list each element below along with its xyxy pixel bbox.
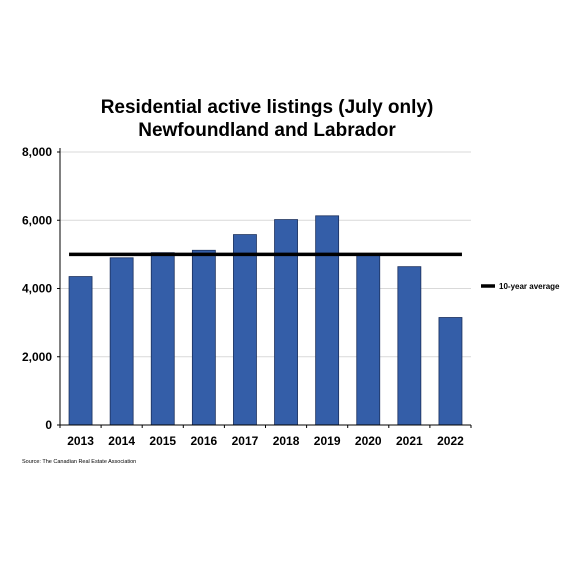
bar-2016 — [191, 249, 216, 426]
bar-2019 — [315, 215, 340, 426]
x-tick-label: 2015 — [149, 434, 176, 448]
axes — [57, 148, 472, 428]
bar-2017 — [233, 234, 257, 426]
x-tick-label: 2019 — [314, 434, 341, 448]
y-tick-labels: 0 2,000 4,000 6,000 8,000 — [22, 145, 52, 432]
legend-label-average: 10-year average — [499, 282, 560, 291]
x-tick-label: 2022 — [437, 434, 464, 448]
source-note: Source: The Canadian Real Estate Associa… — [22, 459, 136, 465]
x-tick-label: 2020 — [355, 434, 382, 448]
y-tick-label: 6,000 — [22, 213, 52, 227]
bar-2020 — [356, 254, 381, 426]
y-tick-label: 4,000 — [22, 282, 52, 296]
x-tick-label: 2013 — [67, 434, 94, 448]
bar-2015 — [150, 252, 175, 426]
bars — [68, 215, 463, 426]
legend: 10-year average — [481, 282, 560, 291]
bar-2018 — [274, 219, 298, 426]
y-tick-label: 8,000 — [22, 145, 52, 159]
x-tick-label: 2014 — [108, 434, 135, 448]
chart-subtitle: Newfoundland and Labrador — [138, 120, 396, 141]
bar-2021 — [397, 266, 422, 426]
bar-2014 — [109, 257, 134, 426]
y-tick-label: 0 — [45, 418, 52, 432]
bar-2022 — [438, 317, 463, 426]
x-tick-label: 2021 — [396, 434, 423, 448]
x-tick-label: 2016 — [190, 434, 217, 448]
x-tick-label: 2017 — [232, 434, 259, 448]
chart-title: Residential active listings (July only) — [101, 97, 434, 118]
bar-2013 — [68, 276, 93, 426]
x-tick-labels: 2013 2014 2015 2016 2017 2018 2019 2020 2021 2022 — [67, 434, 464, 448]
y-tick-label: 2,000 — [22, 350, 52, 364]
x-tick-label: 2018 — [273, 434, 300, 448]
